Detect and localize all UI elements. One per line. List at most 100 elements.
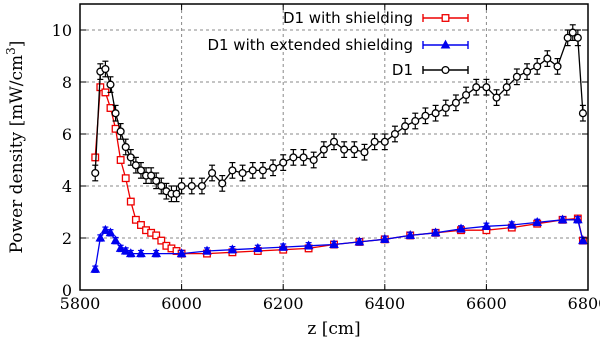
x-tick-label: 6600 <box>466 294 507 313</box>
legend-marker <box>441 65 450 75</box>
data-point <box>279 158 288 167</box>
data-point <box>90 263 101 273</box>
data-point <box>492 93 501 102</box>
data-point <box>553 62 562 71</box>
data-point <box>329 239 339 248</box>
data-point <box>482 83 491 92</box>
data-point <box>187 181 196 191</box>
plot-frame <box>79 3 589 291</box>
data-point <box>248 166 257 175</box>
data-point <box>157 236 166 245</box>
data-point <box>472 83 481 92</box>
data-point <box>136 166 146 175</box>
data-point <box>441 103 450 113</box>
data-point <box>401 122 410 131</box>
data-point <box>350 145 359 154</box>
y-tick-label: 2 <box>62 229 72 248</box>
legend-label: D1 with extended shielding <box>207 36 413 54</box>
data-point <box>451 98 460 107</box>
data-point <box>126 197 135 206</box>
x-tick-label: 6400 <box>364 294 405 313</box>
data-point <box>532 217 543 226</box>
data-point <box>390 129 400 139</box>
data-point <box>379 233 390 243</box>
data-point <box>289 153 298 162</box>
data-point <box>299 153 308 162</box>
data-point <box>151 248 162 258</box>
data-point <box>421 111 430 120</box>
data-point <box>563 33 572 42</box>
data-point <box>120 245 131 255</box>
data-point <box>116 156 125 164</box>
data-point <box>319 145 328 154</box>
data-point <box>557 214 568 224</box>
data-point <box>152 231 161 240</box>
data-point <box>227 244 238 254</box>
data-point <box>91 168 100 178</box>
series-line <box>94 219 584 270</box>
data-point <box>105 227 116 237</box>
data-point <box>268 163 278 172</box>
legend: D1 with shielding D1 with extended shield… <box>207 9 469 79</box>
legend-label: D1 <box>392 61 413 79</box>
data-point <box>340 145 349 154</box>
data-point <box>121 142 130 152</box>
data-point <box>177 181 186 191</box>
data-point <box>405 230 416 239</box>
data-point <box>116 127 125 136</box>
data-point <box>125 248 136 258</box>
x-tick-label: 5800 <box>60 294 101 313</box>
y-tick-label: 10 <box>52 21 72 40</box>
data-point <box>228 166 237 175</box>
data-point <box>106 104 115 112</box>
data-point <box>101 64 110 74</box>
legend-marker <box>441 14 450 22</box>
data-point <box>578 235 588 245</box>
data-point <box>208 168 217 178</box>
data-point <box>522 67 532 76</box>
data-point <box>131 215 140 224</box>
data-point <box>176 248 187 258</box>
series-1 <box>91 83 587 258</box>
data-point <box>137 221 145 229</box>
data-point <box>572 214 583 224</box>
data-point <box>533 62 542 71</box>
data-point <box>578 109 587 118</box>
data-point <box>380 137 389 146</box>
data-point <box>106 80 115 89</box>
series-layer <box>90 24 588 273</box>
data-point <box>258 166 267 175</box>
data-point <box>506 219 517 229</box>
data-point <box>252 243 263 252</box>
data-point <box>157 181 166 191</box>
data-point <box>202 245 212 255</box>
data-point <box>481 220 492 230</box>
data-point <box>238 168 247 178</box>
series-line <box>94 31 584 195</box>
y-tick-label: 4 <box>62 177 72 196</box>
data-point <box>100 224 111 234</box>
data-point <box>111 109 120 118</box>
y-tick-label: 6 <box>62 125 72 144</box>
series-2 <box>90 214 588 273</box>
data-point <box>309 155 318 165</box>
legend-label: D1 with shielding <box>283 9 413 27</box>
data-point <box>456 223 466 233</box>
data-point <box>95 232 106 242</box>
data-point <box>430 227 441 237</box>
data-point <box>411 116 420 126</box>
data-point <box>431 109 440 118</box>
y-tick-label: 8 <box>62 73 72 92</box>
data-point <box>543 54 552 63</box>
y-axis-label: Power density [mW/cm3] <box>4 41 27 254</box>
data-point <box>121 174 130 183</box>
data-point <box>303 240 314 250</box>
series-3 <box>91 24 587 203</box>
data-point <box>329 137 339 146</box>
y-tick-label: 0 <box>62 281 72 300</box>
data-point <box>573 33 582 42</box>
data-point <box>136 248 146 258</box>
